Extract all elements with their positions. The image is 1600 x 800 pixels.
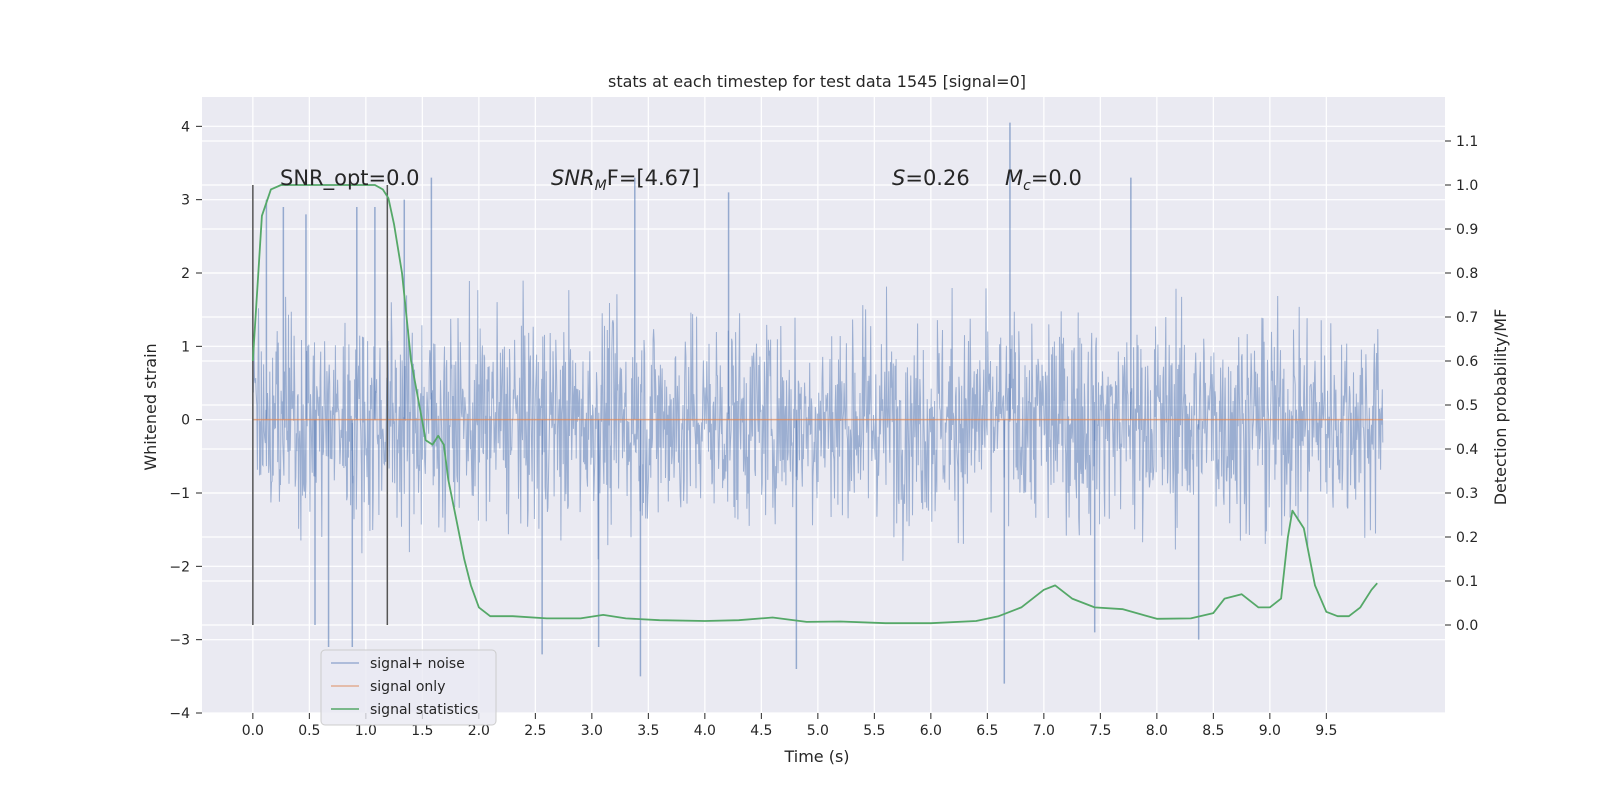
right-y-tick-label: 0.4: [1456, 442, 1478, 458]
x-tick-label: 9.0: [1259, 723, 1281, 739]
right-y-axis-ticks: 0.0 0.1 0.2 0.3 0.4 0.5 0.6 0.7 0.8 0.9 1.0 1.1: [1445, 134, 1478, 634]
legend-box: [320, 649, 497, 726]
legend: signal+ noise signal only signal statist…: [320, 649, 497, 726]
left-y-tick-label: −4: [169, 706, 190, 722]
left-y-tick-label: −2: [169, 559, 190, 575]
x-tick-label: 3.0: [581, 723, 603, 739]
right-y-tick-label: 0.3: [1456, 486, 1478, 502]
right-y-axis-label: Detection probability/MF: [1491, 309, 1510, 506]
left-y-tick-label: 3: [181, 193, 190, 209]
series-signal-statistics: [251, 184, 1378, 625]
noise-trace: [252, 280, 1384, 561]
s-value: =0.26: [905, 166, 969, 190]
left-y-tick-label: −3: [169, 633, 190, 649]
x-tick-label: 2.0: [468, 723, 490, 739]
chart-title: stats at each timestep for test data 154…: [608, 72, 1026, 91]
right-y-tick-label: 1.1: [1456, 134, 1478, 150]
snr-mf-name: SNR: [551, 166, 595, 190]
right-y-tick-label: 0.1: [1456, 574, 1478, 590]
x-axis-label: Time (s): [783, 747, 849, 766]
mc-value: =0.0: [1031, 166, 1082, 190]
right-y-tick-label: 1.0: [1456, 178, 1478, 194]
x-tick-label: 6.0: [920, 723, 942, 739]
x-tick-label: 8.5: [1202, 723, 1224, 739]
x-tick-label: 7.5: [1089, 723, 1111, 739]
statistics-line: [251, 184, 1378, 625]
annotation-snr-opt: SNR_opt=0.0: [280, 166, 420, 191]
left-y-tick-label: 2: [181, 266, 190, 282]
right-y-tick-label: 0.7: [1456, 310, 1478, 326]
annotation-snr-mf: SNRMF=[4.67]: [551, 166, 700, 194]
x-tick-label: 5.5: [863, 723, 885, 739]
right-y-tick-label: 0.5: [1456, 398, 1478, 414]
x-tick-label: 0.0: [242, 723, 264, 739]
mc-subscript: c: [1023, 178, 1031, 194]
right-y-tick-label: 0.0: [1456, 618, 1478, 634]
x-tick-label: 4.5: [750, 723, 772, 739]
legend-label-signal-only: signal only: [370, 679, 445, 695]
right-y-tick-label: 0.9: [1456, 222, 1478, 238]
x-tick-label: 2.5: [524, 723, 546, 739]
x-tick-label: 0.5: [298, 723, 320, 739]
left-y-axis-ticks: −4 −3 −2 −1 0 1 2 3 4: [169, 119, 202, 722]
x-tick-label: 1.0: [355, 723, 377, 739]
annotation-s: S=0.26: [892, 166, 970, 190]
x-tick-label: 7.0: [1033, 723, 1055, 739]
x-tick-label: 5.0: [807, 723, 829, 739]
left-y-tick-label: −1: [169, 486, 190, 502]
x-axis-ticks: 0.0 0.5 1.0 1.5 2.0 2.5 3.0 3.5 4.0 4.5 5.0 5.5 6.0 6…: [242, 713, 1337, 739]
left-y-tick-label: 4: [181, 119, 190, 135]
snr-mf-subscript: M: [595, 178, 607, 194]
legend-label-signal-noise: signal+ noise: [370, 656, 465, 672]
legend-label-signal-statistics: signal statistics: [370, 702, 478, 718]
right-y-tick-label: 0.6: [1456, 354, 1478, 370]
annotation-mc: Mc=0.0: [1005, 166, 1082, 194]
left-y-tick-label: 1: [181, 339, 190, 355]
left-y-axis-label: Whitened strain: [141, 343, 160, 470]
right-y-tick-label: 0.8: [1456, 266, 1478, 282]
x-tick-label: 8.0: [1146, 723, 1168, 739]
mc-name: M: [1005, 166, 1023, 190]
x-tick-label: 4.0: [694, 723, 716, 739]
vertical-markers: [252, 185, 389, 625]
x-tick-label: 6.5: [976, 723, 998, 739]
x-tick-label: 9.5: [1315, 723, 1337, 739]
x-tick-label: 3.5: [637, 723, 659, 739]
left-y-tick-label: 0: [181, 413, 190, 429]
s-name: S: [892, 166, 905, 190]
series-signal-noise: [252, 122, 1384, 684]
x-tick-label: 1.5: [411, 723, 433, 739]
snr-mf-value: F=[4.67]: [607, 166, 700, 190]
right-y-tick-label: 0.2: [1456, 530, 1478, 546]
